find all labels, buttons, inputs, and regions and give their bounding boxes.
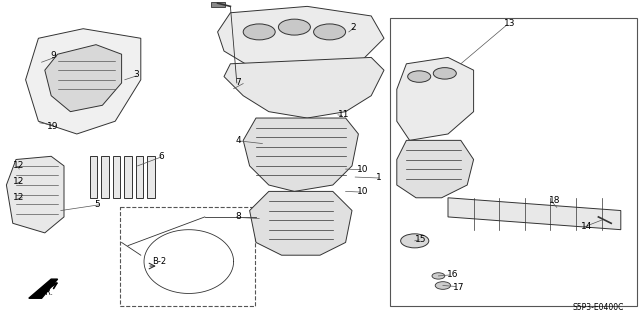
Polygon shape <box>101 156 109 198</box>
Text: S5P3-E0400C: S5P3-E0400C <box>573 303 624 312</box>
Polygon shape <box>29 279 58 298</box>
Text: FR.: FR. <box>42 288 54 297</box>
Text: 2: 2 <box>351 23 356 32</box>
Circle shape <box>401 234 429 248</box>
Polygon shape <box>6 156 64 233</box>
Text: 10: 10 <box>357 187 369 196</box>
Text: 15: 15 <box>415 235 426 244</box>
Polygon shape <box>136 156 143 198</box>
Circle shape <box>432 273 445 279</box>
Text: 8: 8 <box>236 212 241 221</box>
Text: 4: 4 <box>236 136 241 145</box>
Polygon shape <box>113 156 120 198</box>
Text: 10: 10 <box>357 165 369 174</box>
Polygon shape <box>243 118 358 191</box>
Text: 19: 19 <box>47 122 58 130</box>
Polygon shape <box>90 156 97 198</box>
Polygon shape <box>448 198 621 230</box>
Bar <box>211 2 225 7</box>
Text: 6: 6 <box>159 152 164 161</box>
Polygon shape <box>250 191 352 255</box>
Text: 12: 12 <box>13 193 24 202</box>
Polygon shape <box>26 29 141 134</box>
Circle shape <box>314 24 346 40</box>
Text: 13: 13 <box>504 19 516 28</box>
Text: 16: 16 <box>447 270 458 279</box>
Polygon shape <box>218 6 384 73</box>
Polygon shape <box>147 156 155 198</box>
Text: 17: 17 <box>453 283 465 292</box>
Circle shape <box>433 68 456 79</box>
Circle shape <box>278 19 310 35</box>
Circle shape <box>243 24 275 40</box>
Polygon shape <box>124 156 132 198</box>
Polygon shape <box>224 57 384 118</box>
Text: 1: 1 <box>376 173 382 182</box>
Circle shape <box>435 282 451 289</box>
Text: 7: 7 <box>236 78 241 87</box>
Text: 11: 11 <box>338 110 349 119</box>
Polygon shape <box>397 140 474 198</box>
Text: 12: 12 <box>13 177 24 186</box>
Text: 14: 14 <box>581 222 593 231</box>
Polygon shape <box>397 57 474 140</box>
Text: 18: 18 <box>549 197 561 205</box>
Text: 3: 3 <box>133 70 139 79</box>
Text: 5: 5 <box>95 200 100 209</box>
Polygon shape <box>45 45 122 112</box>
Text: B-2: B-2 <box>152 257 166 266</box>
Text: 9: 9 <box>50 51 56 60</box>
Text: 12: 12 <box>13 161 24 170</box>
Circle shape <box>408 71 431 82</box>
